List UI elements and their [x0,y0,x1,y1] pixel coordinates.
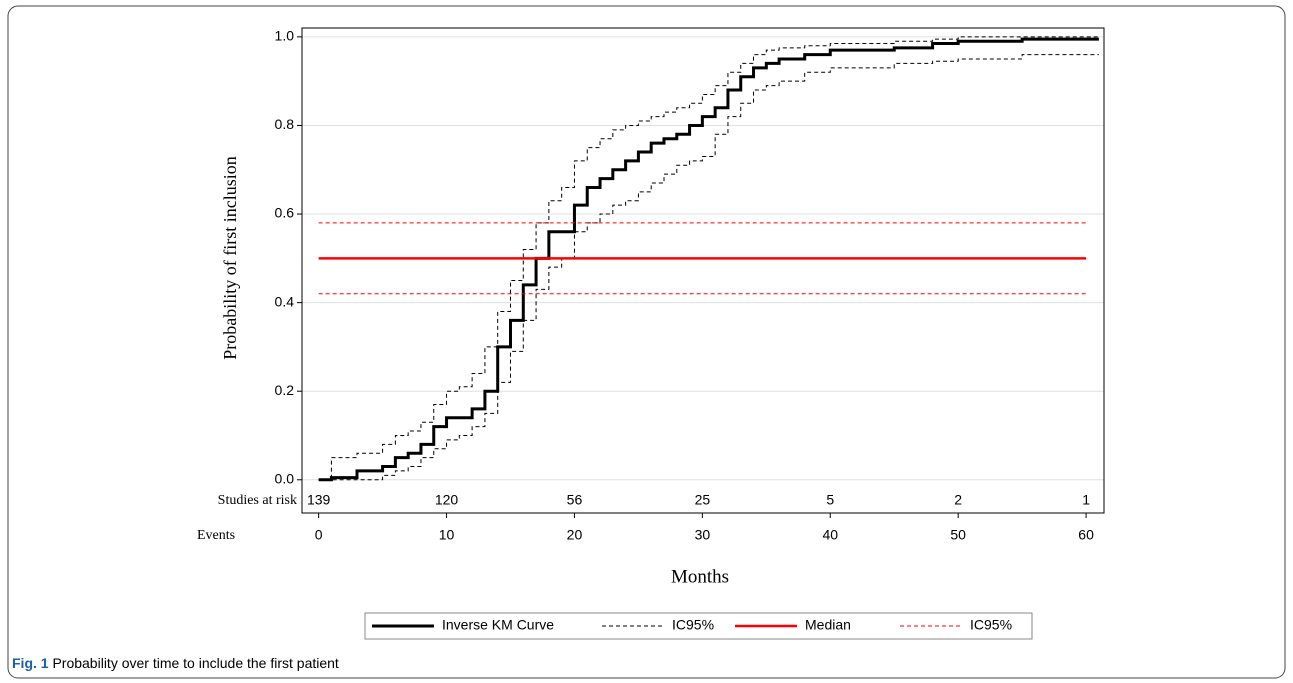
x-tick-label: 10 [439,527,455,543]
y-tick-label: 0.4 [275,293,295,309]
y-tick-label: 0.6 [275,205,295,221]
y-tick-label: 0.2 [275,382,295,398]
risk-count: 56 [567,492,583,508]
series-line [318,54,1099,481]
risk-count: 1 [1082,492,1090,508]
legend-frame [364,612,1033,640]
x-axis-label: Months [671,566,729,587]
caption-text: Probability over time to include the fir… [52,655,338,671]
series-line [318,36,1099,481]
events-label: Events [197,528,235,543]
x-tick-label: 40 [822,527,838,543]
y-tick-label: 0.8 [275,116,295,132]
risk-count: 120 [435,492,459,508]
x-tick-label: 50 [950,527,966,543]
risk-count: 2 [954,492,962,508]
caption-label: Fig. 1 [12,655,49,671]
x-tick-label: 30 [695,527,711,543]
legend-label: IC95% [970,617,1012,633]
y-tick-label: 1.0 [275,28,295,44]
x-tick-label: 60 [1078,527,1094,543]
legend-label: Inverse KM Curve [442,617,554,633]
figure-frame [7,5,1286,679]
series-line [318,37,1099,482]
risk-count: 25 [695,492,711,508]
y-axis-label: Probability of first inclusion [220,156,240,359]
risk-count: 139 [307,492,331,508]
risk-count: 5 [826,492,834,508]
x-tick-label: 0 [315,527,323,543]
plot-frame [301,27,1105,514]
legend-label: IC95% [672,617,714,633]
y-tick-label: 0.0 [275,470,295,486]
x-tick-label: 20 [567,527,583,543]
caption: Fig. 1 Probability over time to include … [12,655,339,671]
legend-label: Median [805,617,851,633]
risk-label: Studies at risk [218,493,297,508]
